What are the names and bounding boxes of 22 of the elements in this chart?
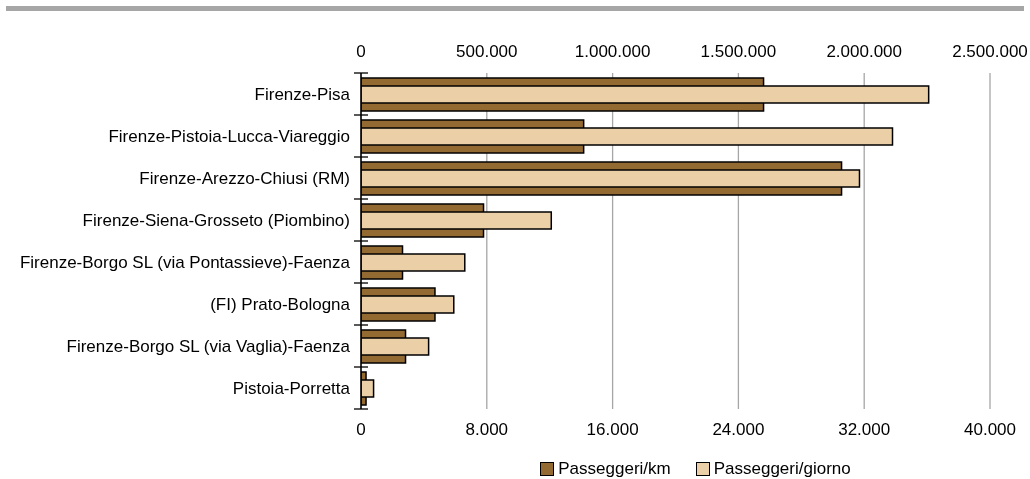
x-tick-label: 40.000 xyxy=(964,420,1016,440)
x2-tick-label: 500.000 xyxy=(456,42,518,61)
y-tick-label: Firenze-Siena-Grosseto (Piombino) xyxy=(82,210,350,230)
legend-label: Passeggeri/giorno xyxy=(713,459,851,479)
y-tick-label: Firenze-Borgo SL (via Pontassieve)-Faenza xyxy=(19,252,351,272)
x2-tick-label: 2.500.000 xyxy=(952,42,1028,61)
x2-tick-label: 0 xyxy=(356,42,366,61)
y-tick-label: Pistoia-Porretta xyxy=(232,378,351,398)
x-tick-label: 0 xyxy=(356,420,366,440)
y-tick-label: Firenze-Pistoia-Lucca-Viareggio xyxy=(108,126,350,146)
y-tick-label: Firenze-Arezzo-Chiusi (RM) xyxy=(139,168,350,188)
x2-tick-label: 1.500.000 xyxy=(700,42,777,61)
y-tick-label: Firenze-Pisa xyxy=(254,84,351,104)
x2-tick-label: 2.000.000 xyxy=(826,42,903,61)
x-tick-label: 24.000 xyxy=(712,420,765,440)
x-tick-label: 16.000 xyxy=(586,420,639,440)
y-tick-label: (FI) Prato-Bologna xyxy=(210,294,351,314)
x-tick-label: 8.000 xyxy=(465,420,509,440)
y-tick-label: Firenze-Borgo SL (via Vaglia)-Faenza xyxy=(66,336,351,356)
x2-tick-label: 1.000.000 xyxy=(574,42,651,61)
legend-label: Passeggeri/km xyxy=(558,459,671,479)
x-tick-label: 32.000 xyxy=(838,420,891,440)
